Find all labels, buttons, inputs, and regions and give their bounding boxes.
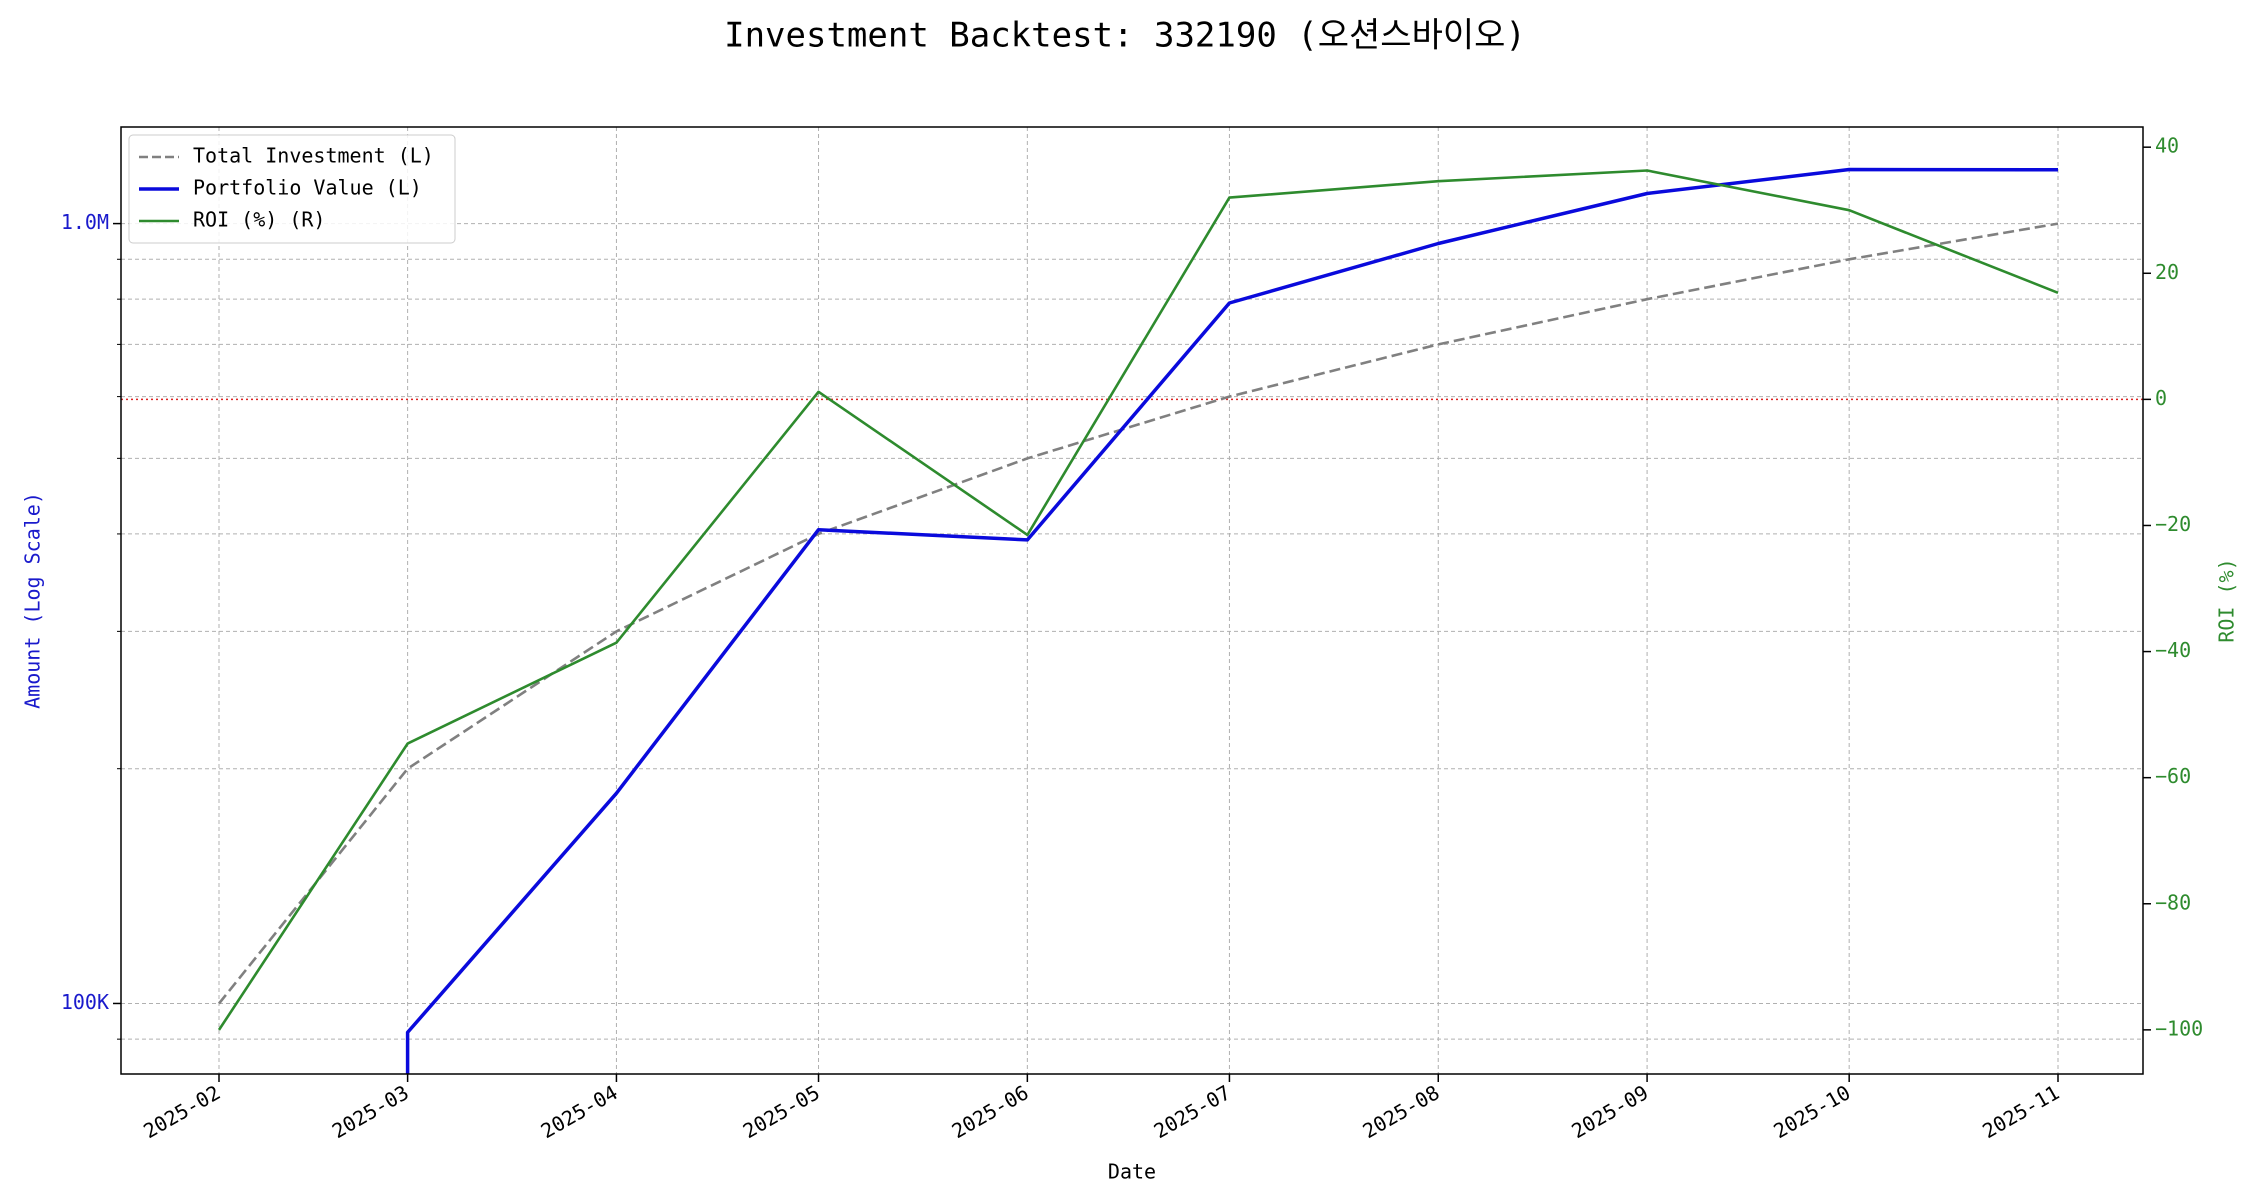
y2-tick-label: 20 <box>2155 260 2179 284</box>
x-tick-label: 2025-11 <box>1978 1080 2063 1143</box>
y2-tick-label: −20 <box>2155 512 2191 536</box>
y2-tick-label: −40 <box>2155 638 2191 662</box>
grid <box>121 127 2143 1074</box>
y2-tick-label: −80 <box>2155 890 2191 914</box>
y2-tick-label: −100 <box>2155 1016 2203 1040</box>
series-line <box>217 222 2059 1005</box>
y-tick-label: 100K <box>61 990 109 1014</box>
legend-box <box>128 134 456 244</box>
x-axis-label: Date <box>1108 1160 1156 1184</box>
y2-axis-label: ROI (%) <box>2215 558 2239 642</box>
x-tick-label: 2025-10 <box>1769 1080 1854 1143</box>
x-tick-label: 2025-07 <box>1150 1080 1235 1143</box>
axes-frame <box>120 126 2144 1075</box>
x-tick-label: 2025-08 <box>1359 1080 1444 1143</box>
legend-label: Portfolio Value (L) <box>193 176 422 200</box>
y2-tick-label: 0 <box>2155 386 2167 410</box>
chart-title: Investment Backtest: 332190 (오션스바이오) <box>724 16 1526 56</box>
plot-area <box>121 167 2143 1074</box>
x-tick-label: 2025-05 <box>739 1080 824 1143</box>
series-line <box>217 169 2059 1031</box>
series-line <box>405 167 2059 1074</box>
legend-label: Total Investment (L) <box>193 144 434 168</box>
legend-label: ROI (%) (R) <box>193 208 325 232</box>
legend: Total Investment (L) Portfolio Value (L) R… <box>128 134 456 244</box>
y-axis-label: Amount (Log Scale) <box>21 492 45 709</box>
y-tick-label: 1.0M <box>61 210 109 234</box>
y2-tick-label: −60 <box>2155 764 2191 788</box>
axes: 2025-02 2025-03 2025-04 2025-05 2025-06 2025-… <box>21 134 2239 1184</box>
y2-tick-label: 40 <box>2155 134 2179 158</box>
x-tick-label: 2025-06 <box>948 1080 1033 1143</box>
x-tick-label: 2025-02 <box>139 1080 224 1143</box>
x-tick-label: 2025-09 <box>1567 1080 1652 1143</box>
x-tick-label: 2025-03 <box>328 1080 413 1143</box>
x-tick-label: 2025-04 <box>537 1080 622 1143</box>
